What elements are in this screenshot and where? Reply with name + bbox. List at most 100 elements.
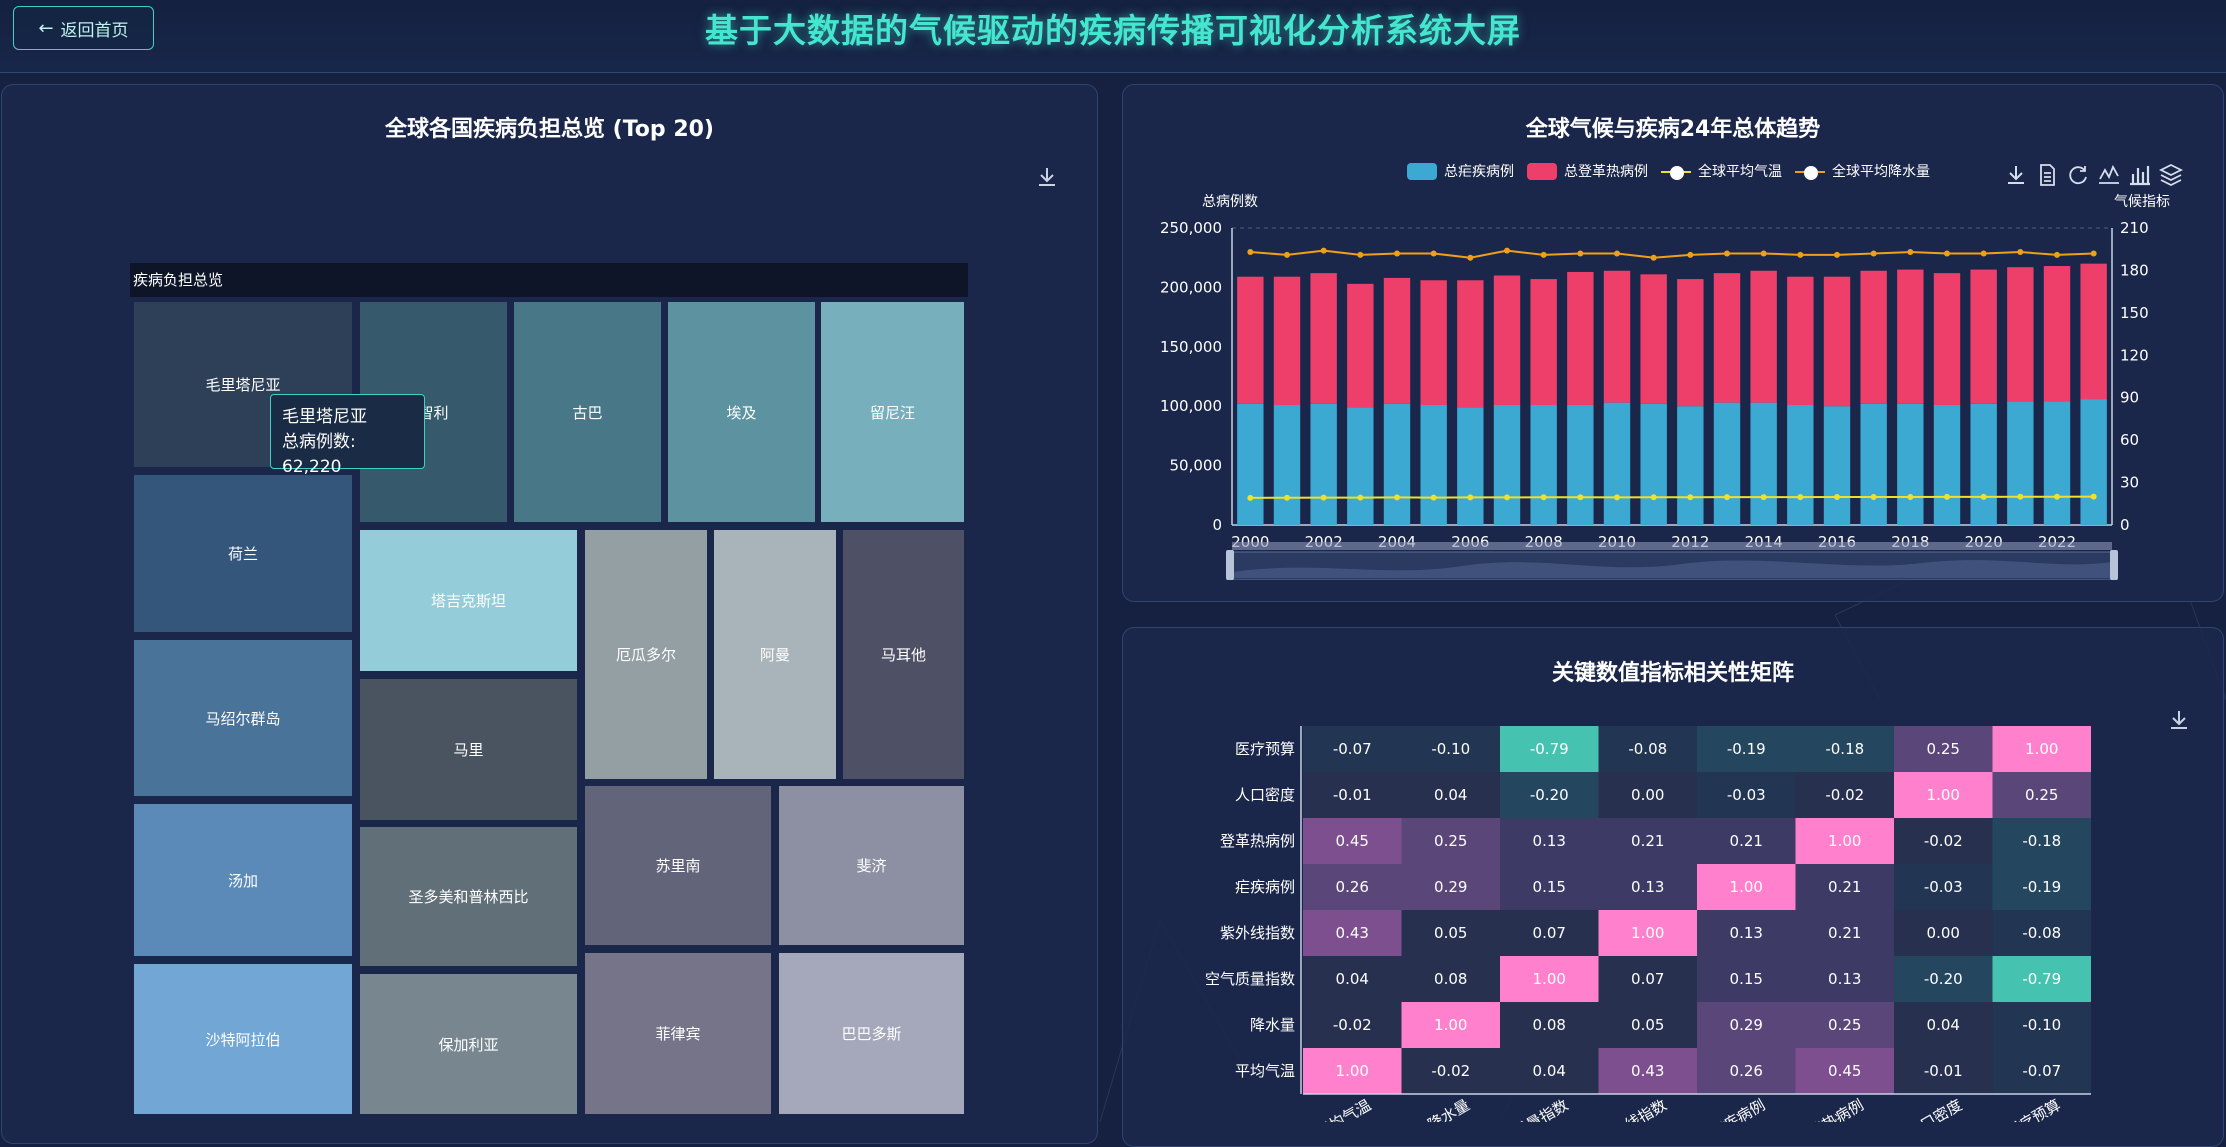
heatmap-cell bbox=[1795, 864, 1894, 910]
treemap-tile[interactable]: 马绍尔群岛 bbox=[134, 640, 352, 796]
y-axis-right-title: 气候指标 bbox=[2114, 194, 2170, 210]
heatmap-value: -0.08 bbox=[2022, 924, 2061, 942]
precip-point bbox=[1504, 247, 1510, 254]
treemap-tile[interactable]: 保加利亚 bbox=[360, 974, 577, 1114]
temp-point bbox=[1687, 494, 1694, 501]
heatmap-cell bbox=[1401, 772, 1500, 818]
stack-icon[interactable] bbox=[2158, 162, 2184, 188]
heatmap-value: 0.04 bbox=[1533, 1062, 1566, 1080]
precip-point bbox=[1797, 251, 1804, 258]
treemap-tile[interactable]: 荷兰 bbox=[134, 475, 352, 632]
precip-line bbox=[1250, 249, 2094, 259]
precip-point bbox=[1980, 250, 1987, 257]
data-zoom-handle-left bbox=[1226, 550, 1234, 580]
heatmap-value: -0.02 bbox=[1431, 1062, 1470, 1080]
precip-point bbox=[2090, 250, 2097, 257]
column-label: 紫外线指数 bbox=[1596, 1096, 1670, 1122]
temp-point bbox=[1320, 494, 1327, 501]
heatmap-cell bbox=[1894, 1002, 1993, 1048]
heatmap-cell bbox=[1303, 1002, 1402, 1048]
legend-swatch-temp bbox=[1661, 163, 1691, 180]
heatmap-cell bbox=[1303, 818, 1402, 864]
bar-malaria bbox=[1897, 403, 1924, 525]
treemap-tile[interactable]: 斐济 bbox=[779, 786, 964, 945]
y-axis-title: 总病例数 bbox=[1202, 194, 1258, 210]
bar-dengue bbox=[1750, 270, 1777, 403]
heatmap-cell bbox=[1894, 726, 1993, 772]
precip-point bbox=[1944, 250, 1950, 257]
precip-point bbox=[1834, 251, 1840, 258]
treemap-tile[interactable]: 埃及 bbox=[668, 302, 815, 522]
treemap-tile[interactable]: 阿曼 bbox=[714, 530, 836, 779]
data-view-icon[interactable] bbox=[2034, 162, 2060, 188]
bar-chart-icon[interactable] bbox=[2127, 162, 2153, 188]
trend-chart: 总病例数 气候指标 0 50,000 100,000 150,000 200,000 250,… bbox=[1160, 194, 2170, 580]
heatmap-cell bbox=[1894, 910, 1993, 956]
line-chart-icon[interactable] bbox=[2096, 162, 2122, 188]
y-right-tick-label: 210 bbox=[2120, 219, 2149, 237]
treemap-tile[interactable]: 毛里塔尼亚 bbox=[134, 302, 352, 467]
bar-malaria bbox=[1530, 405, 1557, 525]
heatmap-value: 0.21 bbox=[1828, 924, 1861, 942]
heatmap-cell bbox=[1894, 772, 1993, 818]
y-tick-label: 150,000 bbox=[1160, 338, 1222, 356]
trend-legend: 总疟疾病例 总登革热病例 全球平均气温 全球平均降水量 bbox=[1407, 160, 1930, 182]
row-label: 疟疾病例 bbox=[1235, 878, 1295, 896]
treemap-tile[interactable]: 马里 bbox=[360, 679, 577, 820]
data-zoom-handle-right bbox=[2110, 550, 2118, 580]
heatmap-value: -0.79 bbox=[2022, 970, 2061, 988]
restore-icon[interactable] bbox=[2065, 162, 2091, 188]
precip-point bbox=[1284, 251, 1290, 258]
download-icon[interactable] bbox=[1036, 165, 1058, 189]
back-home-button[interactable]: ← 返回首页 bbox=[13, 6, 154, 50]
heatmap-value: 0.43 bbox=[1336, 924, 1369, 942]
heatmap-value: 0.05 bbox=[1631, 1016, 1664, 1034]
precip-point bbox=[1357, 251, 1364, 258]
heatmap-cell bbox=[1795, 1002, 1894, 1048]
treemap-tile[interactable]: 厄瓜多尔 bbox=[585, 530, 707, 779]
heatmap-value: 0.26 bbox=[1336, 878, 1369, 896]
bar-malaria bbox=[1273, 405, 1301, 525]
heatmap-value: -0.07 bbox=[1333, 740, 1372, 758]
temp-point bbox=[1284, 494, 1290, 501]
treemap-tile[interactable]: 苏里南 bbox=[585, 786, 771, 945]
temp-point bbox=[1504, 494, 1510, 501]
temp-point bbox=[1944, 493, 1950, 500]
heatmap-cell bbox=[1303, 726, 1402, 772]
treemap-tile[interactable]: 菲律宾 bbox=[585, 953, 771, 1114]
download-icon[interactable] bbox=[2168, 708, 2190, 732]
legend-swatch-precip bbox=[1795, 163, 1825, 180]
bar-dengue bbox=[1677, 279, 1704, 407]
treemap-tile[interactable]: 沙特阿拉伯 bbox=[134, 964, 352, 1114]
legend-label-dengue[interactable]: 总登革热病例 bbox=[1564, 164, 1648, 180]
treemap-tile[interactable]: 汤加 bbox=[134, 804, 352, 956]
treemap-tile[interactable]: 古巴 bbox=[514, 302, 661, 522]
column-label: 气质量指数 bbox=[1497, 1096, 1571, 1122]
treemap-tile[interactable]: 留尼汪 bbox=[821, 302, 964, 522]
heatmap-value: -0.02 bbox=[1333, 1016, 1372, 1034]
heatmap-cell bbox=[1697, 910, 1796, 956]
heatmap-value: 0.43 bbox=[1631, 1062, 1664, 1080]
precip-point bbox=[1907, 249, 1914, 256]
legend-label-precip[interactable]: 全球平均降水量 bbox=[1832, 164, 1930, 180]
bar-dengue bbox=[1567, 271, 1594, 406]
temp-point bbox=[1834, 493, 1840, 500]
bar-dengue bbox=[1933, 273, 1961, 406]
legend-label-temp[interactable]: 全球平均气温 bbox=[1698, 164, 1782, 180]
bar-malaria bbox=[1640, 403, 1667, 525]
bar-malaria bbox=[1347, 407, 1374, 525]
heatmap-value: 0.13 bbox=[1828, 970, 1861, 988]
treemap-tile[interactable]: 马耳他 bbox=[843, 530, 964, 779]
y-tick-label: 0 bbox=[1212, 516, 1222, 534]
heatmap-value: -0.02 bbox=[1825, 786, 1864, 804]
heatmap-cell bbox=[1992, 818, 2091, 864]
bar-dengue bbox=[2043, 266, 2071, 402]
heatmap-value: 0.04 bbox=[1434, 786, 1467, 804]
treemap-tile[interactable]: 圣多美和普林西比 bbox=[360, 827, 577, 966]
bar-dengue bbox=[1897, 269, 1924, 404]
legend-label-malaria[interactable]: 总疟疾病例 bbox=[1444, 164, 1514, 180]
treemap-tile[interactable]: 巴巴多斯 bbox=[779, 953, 964, 1114]
save-image-icon[interactable] bbox=[2003, 162, 2029, 188]
treemap-tile[interactable]: 塔吉克斯坦 bbox=[360, 530, 577, 671]
bar-malaria bbox=[1823, 406, 1851, 525]
